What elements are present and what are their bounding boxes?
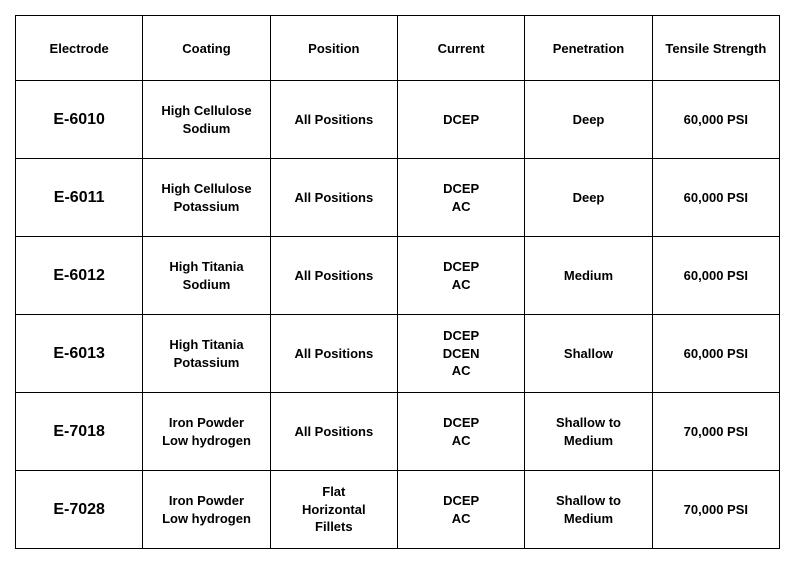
cell-position: All Positions [270,237,397,315]
table-row: E-7028 Iron PowderLow hydrogen FlatHoriz… [16,471,780,549]
cell-penetration: Medium [525,237,652,315]
cell-tensile: 60,000 PSI [652,315,779,393]
cell-tensile: 70,000 PSI [652,393,779,471]
table-row: E-7018 Iron PowderLow hydrogen All Posit… [16,393,780,471]
cell-electrode: E-6011 [16,159,143,237]
col-current: Current [397,16,524,81]
cell-current: DCEPDCENAC [397,315,524,393]
cell-coating: High TitaniaSodium [143,237,270,315]
table-row: E-6011 High CellulosePotassium All Posit… [16,159,780,237]
table-body: E-6010 High CelluloseSodium All Position… [16,81,780,549]
table-row: E-6010 High CelluloseSodium All Position… [16,81,780,159]
col-tensile: Tensile Strength [652,16,779,81]
cell-tensile: 60,000 PSI [652,81,779,159]
header-row: Electrode Coating Position Current Penet… [16,16,780,81]
cell-coating: Iron PowderLow hydrogen [143,393,270,471]
cell-penetration: Deep [525,159,652,237]
cell-coating: High CelluloseSodium [143,81,270,159]
cell-penetration: Shallow [525,315,652,393]
cell-tensile: 60,000 PSI [652,237,779,315]
cell-current: DCEPAC [397,393,524,471]
cell-electrode: E-7018 [16,393,143,471]
cell-penetration: Shallow toMedium [525,471,652,549]
cell-coating: High CellulosePotassium [143,159,270,237]
cell-position: All Positions [270,81,397,159]
cell-tensile: 60,000 PSI [652,159,779,237]
cell-penetration: Deep [525,81,652,159]
electrode-table: Electrode Coating Position Current Penet… [15,15,780,549]
cell-position: FlatHorizontalFillets [270,471,397,549]
cell-electrode: E-6010 [16,81,143,159]
cell-position: All Positions [270,393,397,471]
cell-coating: High TitaniaPotassium [143,315,270,393]
cell-electrode: E-6012 [16,237,143,315]
cell-position: All Positions [270,159,397,237]
table-header: Electrode Coating Position Current Penet… [16,16,780,81]
cell-current: DCEP [397,81,524,159]
table-row: E-6012 High TitaniaSodium All Positions … [16,237,780,315]
cell-current: DCEPAC [397,471,524,549]
cell-current: DCEPAC [397,159,524,237]
col-penetration: Penetration [525,16,652,81]
table-row: E-6013 High TitaniaPotassium All Positio… [16,315,780,393]
cell-electrode: E-6013 [16,315,143,393]
cell-position: All Positions [270,315,397,393]
cell-penetration: Shallow toMedium [525,393,652,471]
cell-electrode: E-7028 [16,471,143,549]
col-position: Position [270,16,397,81]
cell-tensile: 70,000 PSI [652,471,779,549]
col-electrode: Electrode [16,16,143,81]
cell-coating: Iron PowderLow hydrogen [143,471,270,549]
col-coating: Coating [143,16,270,81]
cell-current: DCEPAC [397,237,524,315]
